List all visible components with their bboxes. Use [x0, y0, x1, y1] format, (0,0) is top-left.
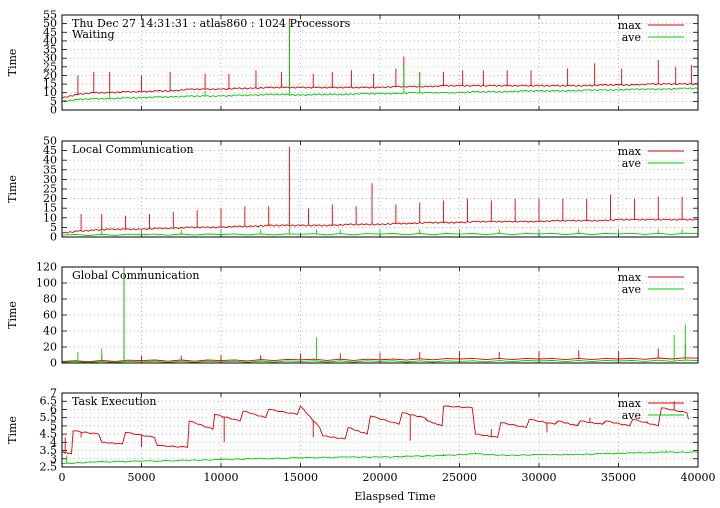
x-tick-label: 5000 [128, 471, 156, 484]
y-tick-label: 10 [43, 211, 57, 224]
y-tick-label: 5 [50, 95, 57, 108]
series-line-max [61, 218, 699, 234]
y-tick-label: 60 [43, 309, 57, 322]
y-tick-label: 0 [50, 104, 57, 117]
y-tick-label: 6.5 [40, 395, 58, 408]
y-tick-label: 5.5 [40, 411, 58, 424]
legend-label-ave: ave [622, 409, 641, 422]
plot-frame [61, 140, 699, 238]
y-tick-label: 4 [50, 436, 57, 449]
x-tick-label: 25000 [442, 471, 477, 484]
y-tick-label: 0 [50, 357, 57, 370]
series-line-ave [61, 451, 699, 465]
y-tick-label: 3 [50, 452, 57, 465]
y-tick-label: 20 [43, 192, 57, 205]
x-tick-label: 0 [59, 471, 66, 484]
y-tick-label: 45 [43, 26, 57, 39]
y-tick-label: 35 [43, 163, 57, 176]
y-tick-label: 35 [43, 43, 57, 56]
y-tick-label: 5 [50, 221, 57, 234]
panel-3: 0 20 40 60 80 100 120 Global Communication Time m… [6, 261, 699, 370]
y-tick-label: 40 [43, 154, 57, 167]
y-axis-label: Time [6, 301, 19, 329]
legend-label-max: max [618, 145, 642, 158]
legend-label-ave: ave [622, 157, 641, 170]
legend-label-max: max [618, 397, 642, 410]
y-axis-label: Time [6, 175, 19, 203]
y-tick-label: 50 [43, 17, 57, 30]
panel-title: Task Execution [72, 395, 156, 408]
panel-title: Global Communication [72, 269, 200, 282]
y-tick-label: 25 [43, 183, 57, 196]
y-tick-label: 120 [36, 261, 57, 274]
y-tick-label: 15 [43, 78, 57, 91]
x-tick-label: 20000 [363, 471, 398, 484]
y-tick-label: 0 [50, 231, 57, 244]
x-tick-label: 10000 [204, 471, 239, 484]
y-tick-label: 45 [43, 144, 57, 157]
series-line-ave [61, 87, 699, 102]
y-tick-label: 100 [36, 277, 57, 290]
y-tick-label: 30 [43, 52, 57, 65]
legend-label-ave: ave [622, 31, 641, 44]
series-line-max [61, 405, 689, 455]
y-tick-label: 40 [43, 325, 57, 338]
y-tick-label: 20 [43, 341, 57, 354]
series-line-max [61, 83, 699, 99]
y-tick-label: 25 [43, 60, 57, 73]
x-tick-label: 35000 [601, 471, 636, 484]
x-tick-label: 30000 [522, 471, 557, 484]
legend-label-max: max [618, 271, 642, 284]
x-tick-label: 15000 [283, 471, 318, 484]
y-axis-label: Time [6, 416, 19, 444]
y-tick-label: 6 [50, 403, 57, 416]
panel-4: 2.533.544.555.566.57 Task Execution Time ma… [6, 387, 716, 504]
y-tick-label: 3.5 [40, 444, 58, 457]
panel-subtitle: Waiting [72, 28, 115, 41]
plot-frame [61, 392, 699, 468]
x-axis-label: Elaspsed Time [354, 490, 435, 503]
y-axis-label: Time [6, 49, 19, 77]
plot-frame [61, 14, 699, 111]
y-tick-label: 4.5 [40, 428, 58, 441]
y-tick-label: 55 [43, 9, 57, 22]
y-tick-label: 40 [43, 34, 57, 47]
y-tick-label: 50 [43, 135, 57, 148]
y-tick-label: 10 [43, 86, 57, 99]
legend-label-max: max [618, 19, 642, 32]
x-tick-label: 40000 [681, 471, 716, 484]
panel-title: Thu Dec 27 14:31:31 : atlas860 : 1024 Pr… [72, 17, 351, 30]
y-tick-label: 30 [43, 173, 57, 186]
y-tick-label: 7 [50, 387, 57, 400]
plot-frame [61, 266, 699, 364]
y-tick-label: 15 [43, 202, 57, 215]
y-tick-label: 2.5 [40, 461, 58, 474]
y-tick-label: 20 [43, 69, 57, 82]
y-tick-label: 5 [50, 419, 57, 432]
y-tick-label: 80 [43, 293, 57, 306]
panel-title: Local Communication [72, 143, 194, 156]
series-line-ave [61, 359, 699, 364]
legend-label-ave: ave [622, 283, 641, 296]
